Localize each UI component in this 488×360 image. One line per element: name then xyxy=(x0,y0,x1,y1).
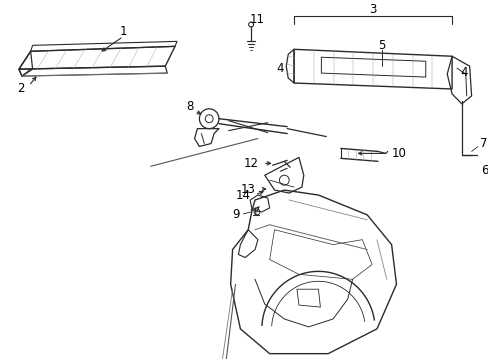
Text: 4: 4 xyxy=(459,66,467,79)
Text: 12: 12 xyxy=(243,157,258,170)
Text: 14: 14 xyxy=(235,189,250,202)
Text: 7: 7 xyxy=(479,137,486,150)
Text: 11: 11 xyxy=(249,13,264,26)
Text: 1: 1 xyxy=(120,25,127,38)
Text: 10: 10 xyxy=(391,147,406,160)
Text: 13: 13 xyxy=(240,183,255,195)
Text: 4: 4 xyxy=(276,62,284,75)
Text: 8: 8 xyxy=(185,100,193,113)
Text: 3: 3 xyxy=(368,3,376,16)
Text: 6: 6 xyxy=(481,164,488,177)
Text: 2: 2 xyxy=(17,82,24,95)
Text: 9: 9 xyxy=(231,208,239,221)
Text: 5: 5 xyxy=(377,39,385,52)
